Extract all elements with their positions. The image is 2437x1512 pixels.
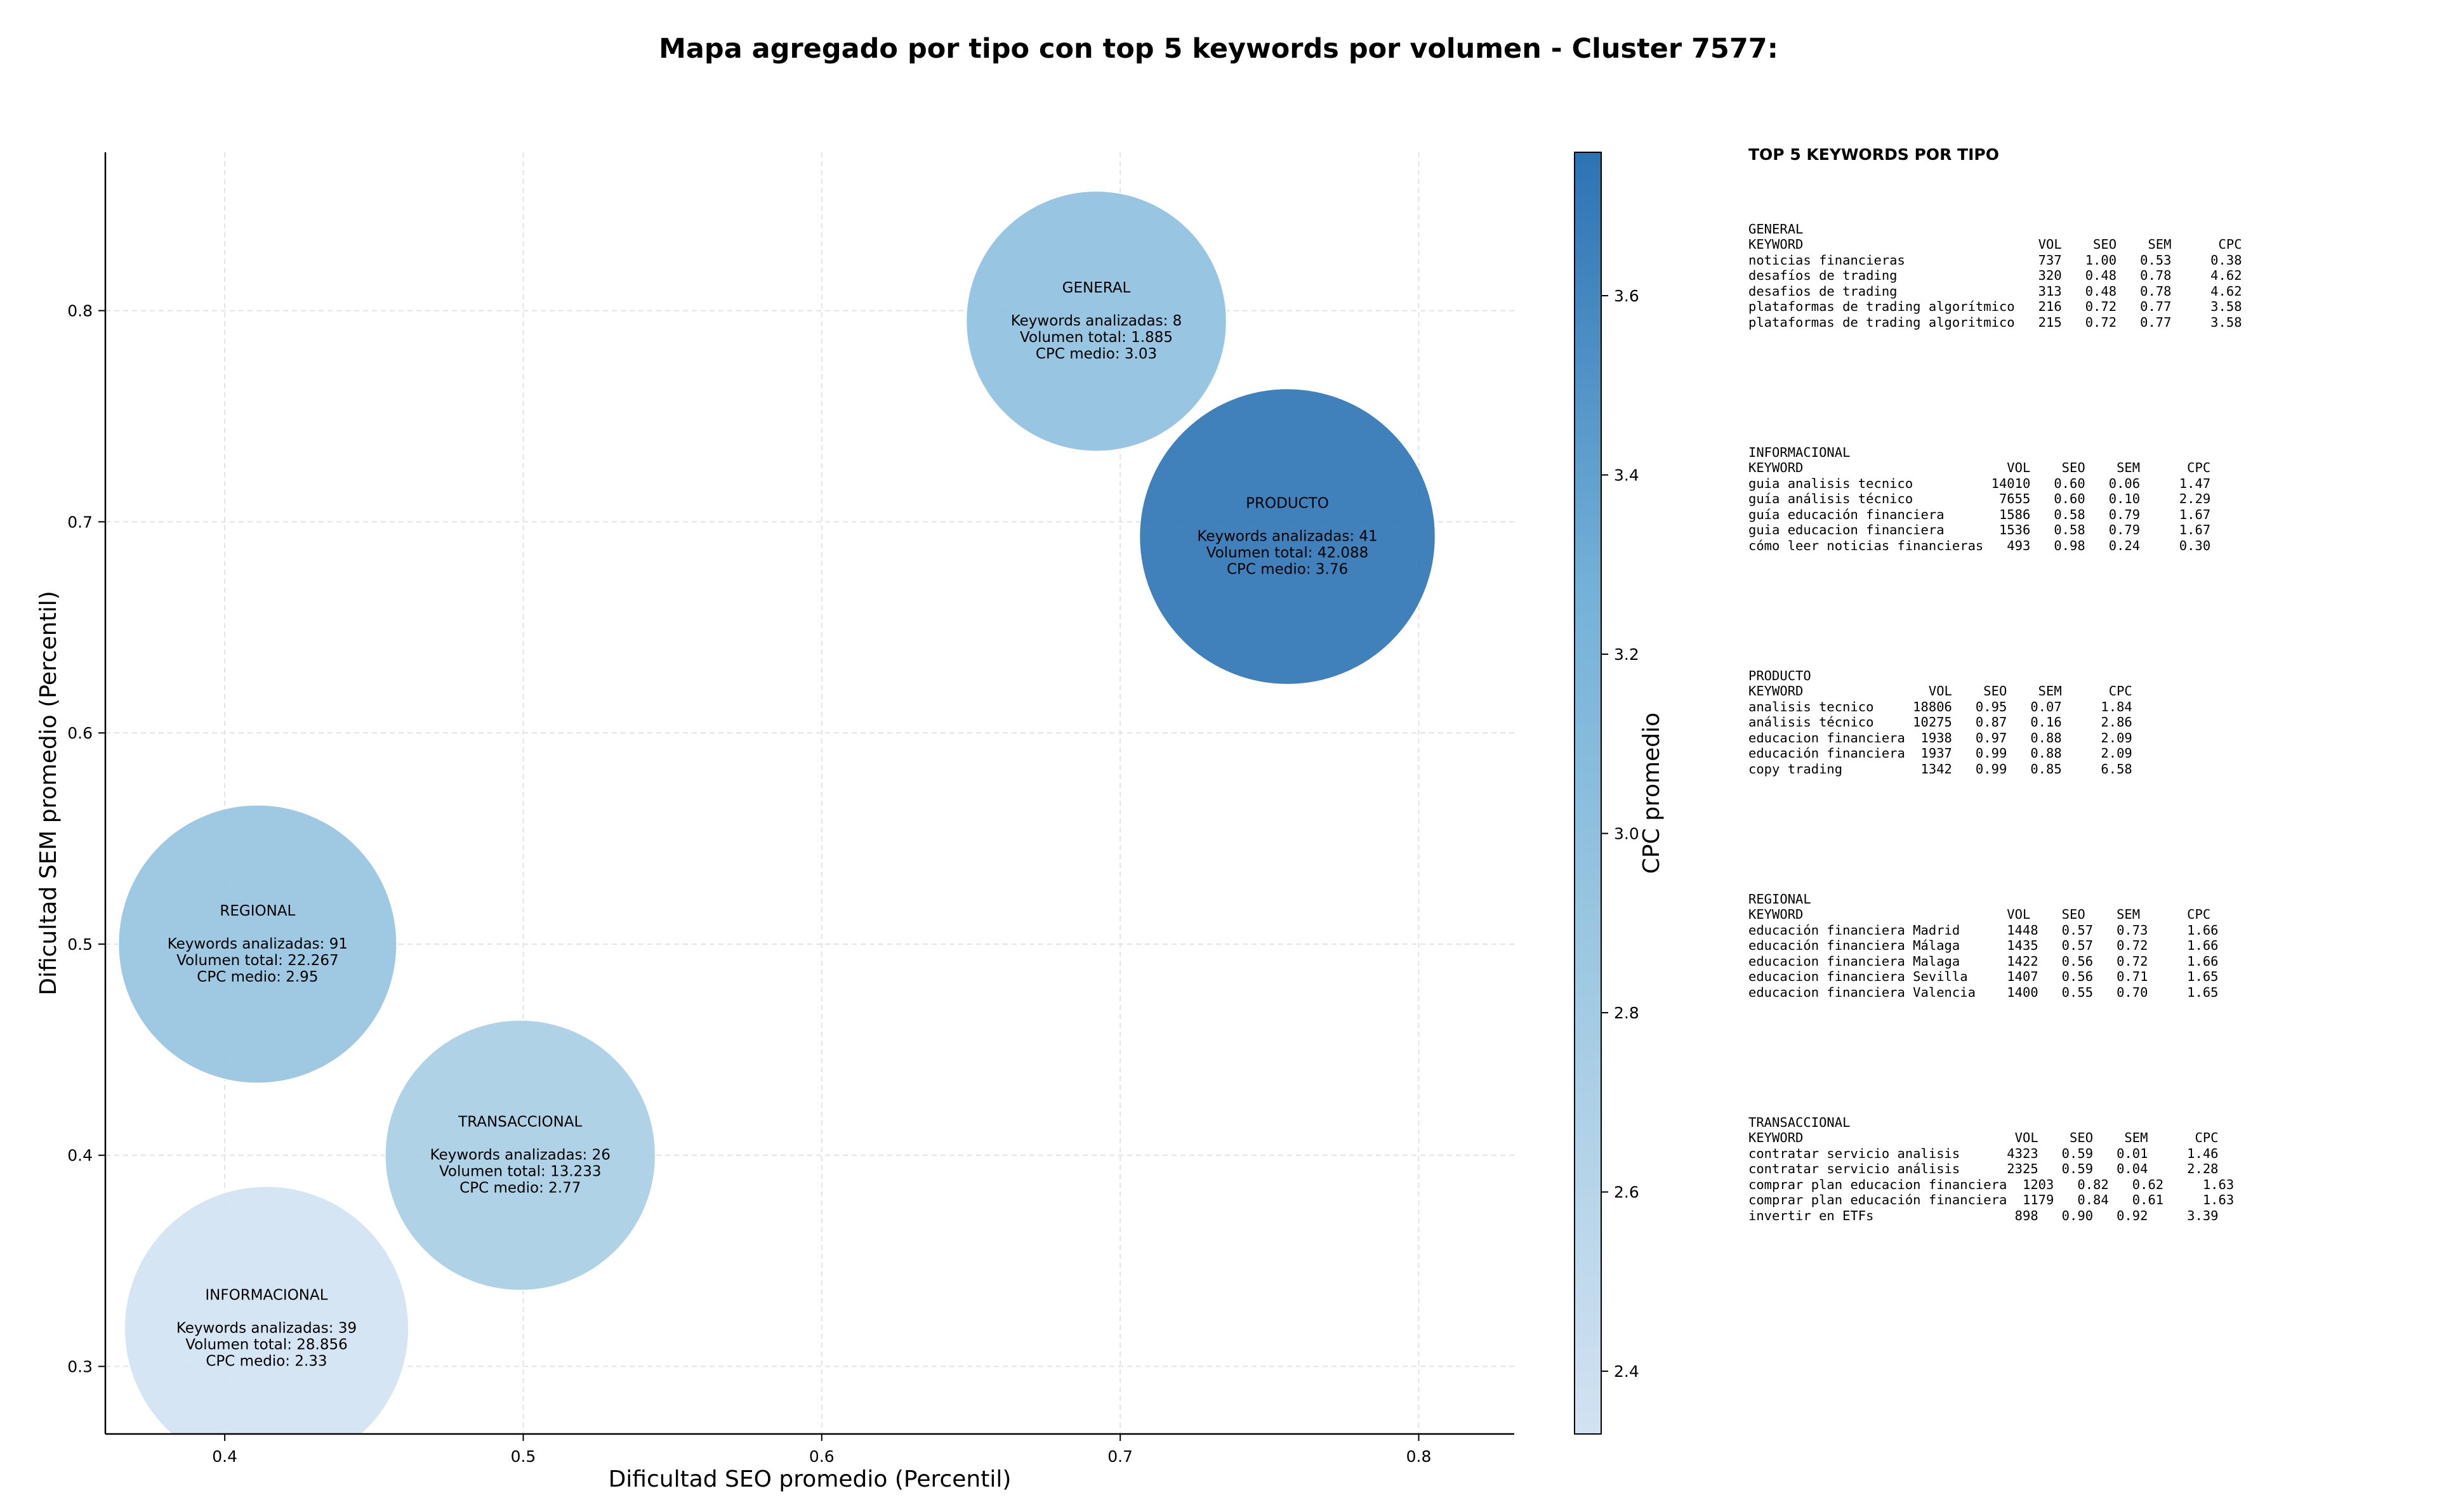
colorbar-tick-label: 3.2 — [1614, 645, 1639, 664]
chart-title: Mapa agregado por tipo con top 5 keyword… — [659, 33, 1778, 65]
x-tick-label: 0.5 — [511, 1447, 536, 1466]
keyword-group-title: GENERAL — [1748, 221, 1804, 237]
keyword-group-informacional: INFORMACIONAL KEYWORD VOL SEO SEM CPC guia… — [1748, 445, 2383, 668]
keyword-table-header: KEYWORD VOL SEO SEM CPC — [1748, 460, 2211, 475]
keyword-row: educacion financiera Valencia 1400 0.55 … — [1748, 984, 2219, 1000]
bubble-type-label: REGIONAL — [220, 903, 295, 919]
bubble-cpc-label: CPC medio: 3.76 — [1227, 562, 1348, 578]
colorbar-tick-label: 3.4 — [1614, 466, 1639, 485]
keyword-row: noticias financieras 737 1.00 0.53 0.38 — [1748, 252, 2242, 268]
keyword-group-title: TRANSACCIONAL — [1748, 1114, 1851, 1130]
bubble-cpc-label: CPC medio: 2.77 — [459, 1180, 581, 1197]
keyword-row: plataformas de trading algorítmico 216 0… — [1748, 299, 2242, 314]
bubble-keywords-label: Keywords analizadas: 8 — [1011, 313, 1182, 329]
keyword-row: educacion financiera Malaga 1422 0.56 0.… — [1748, 953, 2219, 969]
keyword-row: guia educacion financiera 1536 0.58 0.79… — [1748, 522, 2211, 537]
bubble-producto — [1139, 388, 1436, 685]
keyword-row: análisis técnico 10275 0.87 0.16 2.86 — [1748, 714, 2132, 730]
bubble-regional — [117, 804, 397, 1084]
keyword-row: contratar servicio análisis 2325 0.59 0.… — [1748, 1161, 2219, 1176]
bubble-volume-label: Volumen total: 42.088 — [1206, 545, 1369, 562]
bubble-keywords-label: Keywords analizadas: 41 — [1197, 529, 1377, 545]
keyword-row: educacion financiera 1938 0.97 0.88 2.09 — [1748, 730, 2132, 746]
colorbar-tick-label: 2.8 — [1614, 1004, 1639, 1022]
x-tick-label: 0.6 — [809, 1447, 835, 1466]
keyword-group-title: INFORMACIONAL — [1748, 444, 1851, 460]
bubble-volume-label: Volumen total: 22.267 — [176, 952, 339, 969]
bubble-keywords-label: Keywords analizadas: 91 — [168, 936, 348, 952]
bubble-cpc-label: CPC medio: 2.33 — [206, 1353, 327, 1370]
y-tick-label: 0.5 — [67, 935, 93, 954]
x-tick-label: 0.7 — [1107, 1447, 1133, 1466]
keyword-group-transaccional: TRANSACCIONAL KEYWORD VOL SEO SEM CPC cont… — [1748, 1115, 2383, 1338]
keyword-row: educación financiera 1937 0.99 0.88 2.09 — [1748, 746, 2132, 761]
colorbar-label: CPC promedio — [1639, 713, 1665, 874]
bubble-keywords-label: Keywords analizadas: 26 — [430, 1147, 611, 1164]
y-tick-label: 0.8 — [67, 302, 93, 320]
keyword-row: analisis tecnico 18806 0.95 0.07 1.84 — [1748, 699, 2132, 714]
keyword-row: guia analisis tecnico 14010 0.60 0.06 1.… — [1748, 475, 2211, 491]
bubble-type-label: GENERAL — [1062, 280, 1131, 296]
y-axis-label: Dificultad SEM promedio (Percentil) — [36, 591, 62, 996]
keyword-row: plataformas de trading algoritmico 215 0… — [1748, 314, 2242, 330]
colorbar-tick-label: 2.4 — [1614, 1362, 1639, 1381]
bubble-informacional — [124, 1186, 409, 1434]
keyword-row: comprar plan educacion financiera 1203 0… — [1748, 1176, 2235, 1192]
colorbar — [1574, 152, 1602, 1435]
keyword-table-header: KEYWORD VOL SEO SEM CPC — [1748, 907, 2211, 922]
panel-title: TOP 5 KEYWORDS POR TIPO — [1748, 145, 1999, 164]
keyword-row: guía educación financiera 1586 0.58 0.79… — [1748, 506, 2211, 522]
colorbar-tick-label: 3.0 — [1614, 825, 1639, 843]
bubble-transaccional — [385, 1020, 656, 1291]
bubble-type-label: TRANSACCIONAL — [458, 1114, 582, 1131]
keyword-row: educación financiera Madrid 1448 0.57 0.… — [1748, 922, 2219, 938]
colorbar-tick-label: 3.6 — [1614, 287, 1639, 305]
keyword-row: copy trading 1342 0.99 0.85 6.58 — [1748, 761, 2132, 777]
bubble-type-label: INFORMACIONAL — [205, 1287, 327, 1304]
colorbar-tick-label: 2.6 — [1614, 1183, 1639, 1202]
keyword-group-title: REGIONAL — [1748, 891, 1811, 907]
bubble-cpc-label: CPC medio: 2.95 — [197, 969, 318, 985]
keyword-row: desafios de trading 313 0.48 0.78 4.62 — [1748, 283, 2242, 299]
keyword-row: cómo leer noticias financieras 493 0.98 … — [1748, 537, 2211, 553]
x-tick-label: 0.4 — [212, 1447, 237, 1466]
bubble-general — [965, 190, 1227, 452]
keyword-row: contratar servicio analisis 4323 0.59 0.… — [1748, 1145, 2219, 1161]
y-tick-label: 0.4 — [67, 1147, 93, 1165]
keyword-row: comprar plan educación financiera 1179 0… — [1748, 1192, 2235, 1207]
keyword-group-general: GENERAL KEYWORD VOL SEO SEM CPC noticias f… — [1748, 221, 2383, 445]
keyword-panel: TOP 5 KEYWORDS POR TIPO GENERAL KEYWORD V… — [1748, 147, 2383, 1338]
keyword-row: desafíos de trading 320 0.48 0.78 4.62 — [1748, 268, 2242, 283]
keyword-group-title: PRODUCTO — [1748, 667, 1811, 683]
keyword-table-header: KEYWORD VOL SEO SEM CPC — [1748, 683, 2132, 699]
y-tick-label: 0.6 — [67, 724, 93, 742]
keyword-group-regional: REGIONAL KEYWORD VOL SEO SEM CPC educación… — [1748, 891, 2383, 1115]
x-tick-label: 0.8 — [1406, 1447, 1432, 1466]
bubble-keywords-label: Keywords analizadas: 39 — [176, 1320, 357, 1337]
bubble-volume-label: Volumen total: 1.885 — [1020, 329, 1173, 346]
bubble-cpc-label: CPC medio: 3.03 — [1036, 346, 1157, 362]
bubble-volume-label: Volumen total: 28.856 — [185, 1337, 348, 1353]
keyword-group-producto: PRODUCTO KEYWORD VOL SEO SEM CPC analisis … — [1748, 668, 2383, 891]
keyword-row: educacion financiera Sevilla 1407 0.56 0… — [1748, 969, 2219, 984]
keyword-row: invertir en ETFs 898 0.90 0.92 3.39 — [1748, 1207, 2219, 1223]
x-axis-label: Dificultad SEO promedio (Percentil) — [609, 1466, 1012, 1492]
keyword-row: guía análisis técnico 7655 0.60 0.10 2.2… — [1748, 491, 2211, 506]
y-tick-label: 0.3 — [67, 1358, 93, 1376]
y-tick-label: 0.7 — [67, 513, 93, 531]
bubble-volume-label: Volumen total: 13.233 — [439, 1164, 602, 1180]
keyword-table-header: KEYWORD VOL SEO SEM CPC — [1748, 237, 2242, 252]
keyword-row: educación financiera Málaga 1435 0.57 0.… — [1748, 938, 2219, 953]
bubble-type-label: PRODUCTO — [1246, 496, 1329, 512]
keyword-table-header: KEYWORD VOL SEO SEM CPC — [1748, 1130, 2219, 1145]
